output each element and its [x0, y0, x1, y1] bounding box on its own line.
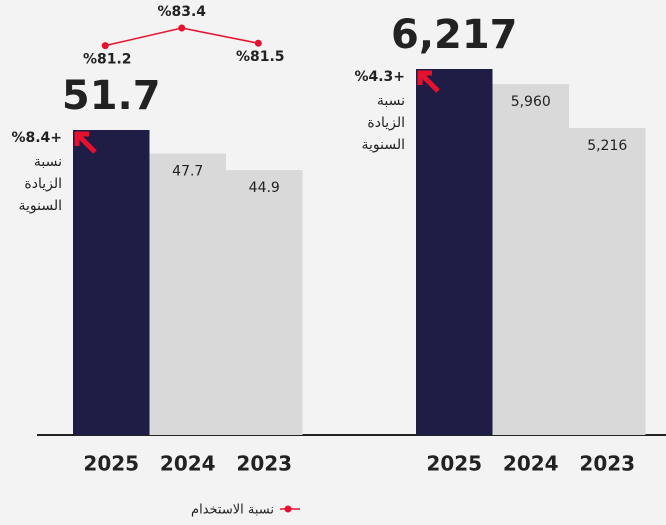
- value-label: 6,217: [391, 12, 518, 58]
- growth-note: الزيادة: [367, 115, 405, 131]
- point: [254, 39, 262, 47]
- bar: [492, 84, 569, 435]
- value-label: %81.2: [83, 52, 132, 68]
- growth-label: %4.3+: [354, 69, 405, 85]
- x-tick-label: 2023: [579, 452, 635, 476]
- growth-arrow: [74, 131, 97, 154]
- bar: [569, 127, 646, 435]
- value-label: 5,216: [587, 138, 627, 154]
- x-tick-label: 2024: [503, 452, 559, 476]
- x-tick-label: 2024: [160, 452, 216, 476]
- value-label: 5,960: [511, 94, 551, 110]
- growth-note: نسبة: [34, 154, 62, 170]
- bar: [226, 170, 303, 435]
- growth-label: %8.4+: [11, 130, 62, 146]
- growth-note: الزيادة: [24, 176, 62, 192]
- value-label: 44.9: [249, 180, 280, 196]
- bar: [149, 153, 226, 436]
- value-label: 51.7: [62, 73, 161, 119]
- x-tick-label: 2023: [236, 452, 292, 476]
- growth-note: السنوية: [18, 198, 62, 214]
- growth-arrow: [417, 70, 440, 93]
- point: [101, 42, 109, 50]
- bar: [73, 130, 150, 435]
- legend-label: نسبة الاستخدام: [191, 503, 274, 518]
- value-label: %83.4: [157, 4, 206, 20]
- value-label: 47.7: [172, 164, 203, 180]
- bar: [416, 69, 493, 435]
- x-tick-label: 2025: [83, 452, 139, 476]
- x-tick-label: 2025: [426, 452, 482, 476]
- point: [178, 24, 186, 32]
- value-label: %81.5: [236, 49, 285, 65]
- growth-note: نسبة: [377, 93, 405, 109]
- growth-note: السنوية: [361, 137, 405, 153]
- legend-marker: [284, 505, 292, 513]
